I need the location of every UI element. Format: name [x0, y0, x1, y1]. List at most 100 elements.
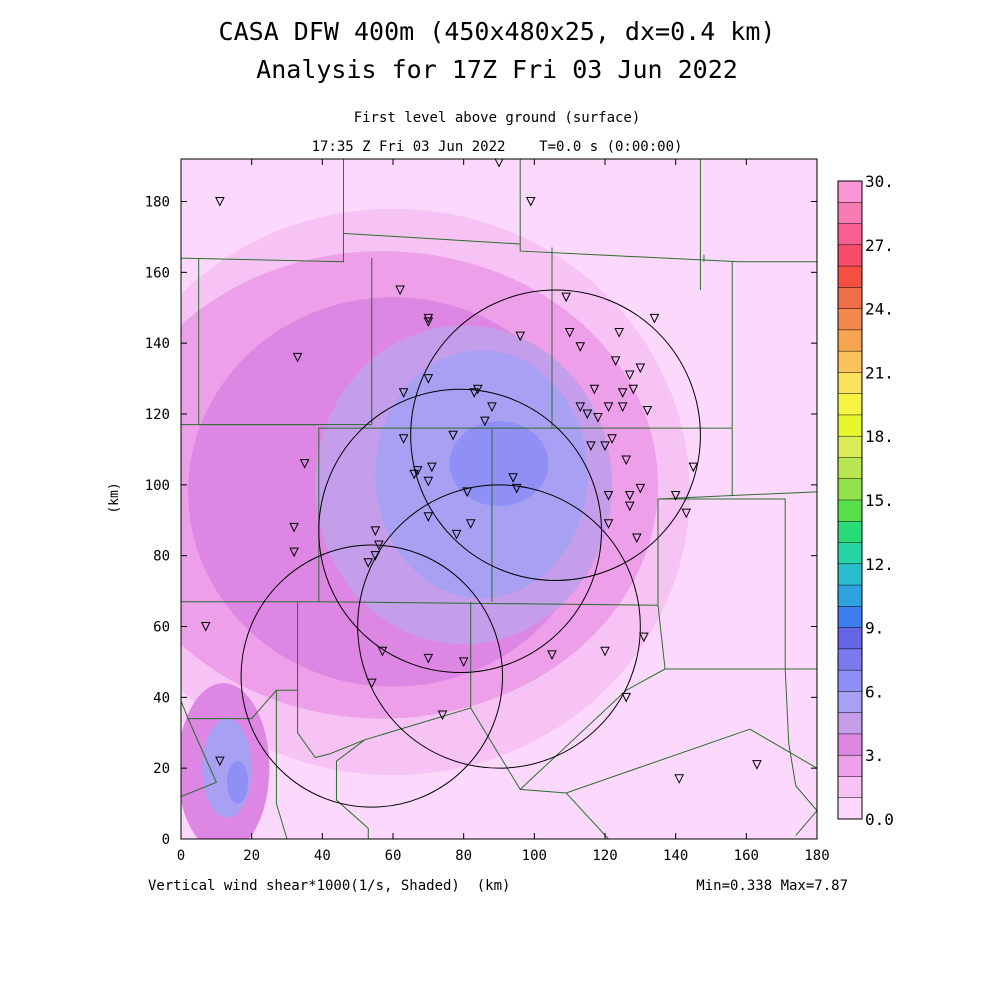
station-marker — [289, 522, 299, 533]
colorbar-swatch — [838, 670, 862, 692]
colorbar-label: 0.0 — [865, 810, 894, 829]
station-marker — [752, 760, 762, 770]
y-tick-label: 60 — [153, 620, 170, 636]
y-tick-label: 180 — [145, 195, 170, 211]
county-line-18 — [297, 690, 471, 759]
station-marker — [624, 501, 635, 512]
station-marker — [494, 159, 504, 168]
chart-title-line2: Analysis for 17Z Fri 03 Jun 2022 — [256, 55, 738, 84]
station-marker — [462, 487, 473, 498]
colorbar-swatch — [838, 287, 862, 309]
colorbar-swatch — [838, 244, 862, 267]
colorbar-swatch — [838, 266, 862, 288]
station-marker — [607, 434, 617, 444]
colorbar-swatch — [838, 478, 862, 501]
colorbar-swatch — [838, 691, 862, 713]
y-tick-label: 140 — [145, 336, 170, 352]
y-tick-label: 100 — [145, 478, 170, 494]
colorbar-label: 24. — [865, 300, 894, 319]
min-max-label: Min=0.338 Max=7.87 — [696, 878, 848, 894]
colorbar-swatch — [838, 223, 862, 246]
county-line-22 — [335, 739, 369, 839]
y-tick-label: 0 — [162, 832, 170, 848]
colorbar-label: 30. — [865, 172, 894, 191]
station-marker — [564, 328, 575, 338]
colorbar-swatch — [838, 500, 862, 522]
colorbar-label: 15. — [865, 491, 894, 510]
station-marker — [448, 430, 458, 441]
radar-ring-3 — [240, 544, 504, 808]
y-tick-label: 160 — [145, 265, 170, 281]
radar-ring-1 — [318, 388, 602, 674]
station-marker — [547, 650, 557, 660]
colorbar-swatch — [838, 627, 862, 650]
station-marker — [621, 692, 632, 703]
county-line-28 — [795, 810, 817, 836]
colorbar-swatch — [838, 648, 862, 671]
county-line-24 — [181, 718, 218, 797]
radar-range-rings — [240, 289, 701, 808]
field-region-8 — [226, 761, 249, 804]
station-marker — [374, 540, 384, 551]
station-marker — [582, 409, 593, 420]
x-axis: 0 20 40 60 80 100 120 140 160 180 — [177, 159, 830, 864]
colorbar-label: 18. — [865, 427, 894, 446]
station-marker — [423, 653, 434, 664]
station-marker — [635, 483, 646, 494]
station-marker — [649, 313, 660, 324]
colorbar-label: 3. — [865, 746, 884, 765]
colorbar-swatch — [838, 414, 862, 437]
station-marker — [511, 483, 522, 494]
station-marker — [575, 342, 586, 352]
station-marker — [586, 441, 596, 451]
station-marker — [600, 646, 610, 657]
station-marker — [688, 462, 699, 473]
station-marker — [575, 402, 586, 413]
x-tick-label: 0 — [177, 848, 185, 864]
colorbar-swatch — [838, 436, 862, 458]
colorbar-swatch — [838, 308, 862, 331]
station-marker — [469, 388, 480, 398]
field-region-9 — [209, 318, 245, 347]
x-tick-label: 160 — [734, 848, 759, 864]
station-marker — [525, 197, 536, 207]
station-marker — [423, 374, 434, 384]
station-marker — [465, 519, 476, 529]
colorbar-swatch — [838, 393, 862, 416]
county-line-21 — [749, 728, 817, 769]
colorbar-label: 6. — [865, 682, 884, 701]
colorbar-label: 9. — [865, 619, 884, 638]
y-tick-label: 120 — [145, 407, 170, 423]
station-marker — [215, 756, 225, 767]
colorbar-swatch — [838, 712, 862, 735]
station-marker — [451, 529, 462, 540]
colorbar-label: 21. — [865, 363, 894, 382]
station-marker — [398, 388, 409, 398]
variable-label: Vertical wind shear*1000(1/s, Shaded) (k… — [148, 878, 510, 894]
station-marker — [589, 384, 600, 395]
colorbar-swatch — [838, 585, 862, 607]
colorbar-swatch — [838, 542, 862, 565]
colorbar-swatch — [838, 733, 862, 756]
station-marker — [395, 285, 405, 296]
station-marker — [614, 328, 624, 338]
chart-subtitle-time: 17:35 Z Fri 03 Jun 2022 T=0.0 s (0:00:00… — [312, 139, 683, 155]
station-marker — [603, 490, 614, 501]
radar-ring-2 — [357, 484, 641, 769]
colorbar-swatch — [838, 372, 862, 394]
station-marker — [487, 402, 497, 413]
station-marker — [617, 402, 628, 413]
station-marker — [215, 197, 225, 207]
county-line-23 — [275, 690, 288, 839]
plot-area — [180, 158, 818, 840]
station-marker — [628, 384, 639, 395]
x-tick-label: 140 — [663, 848, 688, 864]
station-marker — [366, 678, 377, 689]
field-region-5 — [449, 421, 549, 507]
station-marker — [624, 490, 635, 501]
county-line-15 — [658, 498, 817, 670]
station-marker — [642, 405, 653, 416]
station-marker — [617, 388, 628, 398]
station-marker — [639, 632, 649, 643]
